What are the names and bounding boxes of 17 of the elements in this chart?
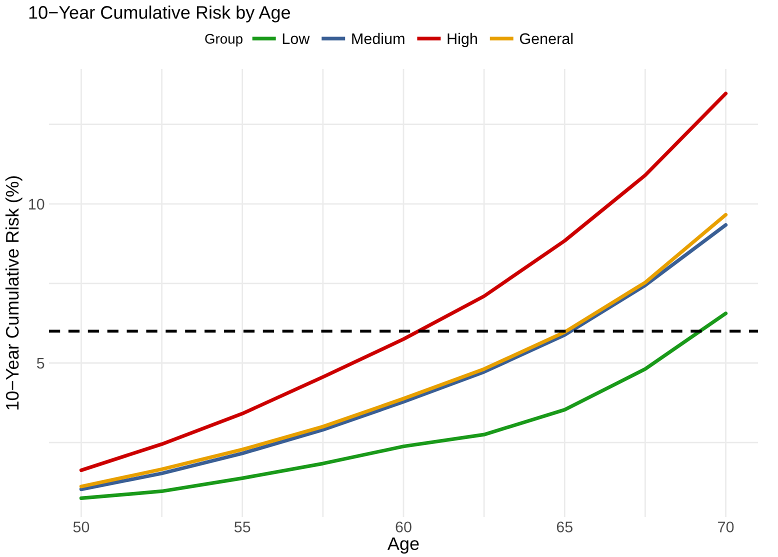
x-tick-label: 70 bbox=[718, 522, 734, 532]
x-tick-label: 60 bbox=[396, 522, 412, 532]
y-tick-label: 5 bbox=[36, 358, 44, 369]
line-series bbox=[79, 92, 728, 472]
legend-title: Group bbox=[205, 34, 242, 46]
y-tick-label: 10 bbox=[29, 198, 44, 210]
chart-title: 10−Year Cumulative Risk by Age bbox=[29, 6, 290, 22]
legend-label: Medium bbox=[352, 32, 404, 44]
x-tick-label: 50 bbox=[73, 522, 90, 532]
x-tick-label: 65 bbox=[556, 522, 572, 532]
x-tick-label: 55 bbox=[234, 522, 250, 532]
y-axis-title: 10−Year Cumulative Risk (%) bbox=[5, 176, 22, 410]
legend-label: Low bbox=[282, 33, 310, 44]
line-series bbox=[79, 312, 728, 500]
legend-label: General bbox=[520, 32, 573, 44]
x-axis-title: Age bbox=[387, 537, 419, 554]
legend-label: High bbox=[448, 32, 477, 48]
